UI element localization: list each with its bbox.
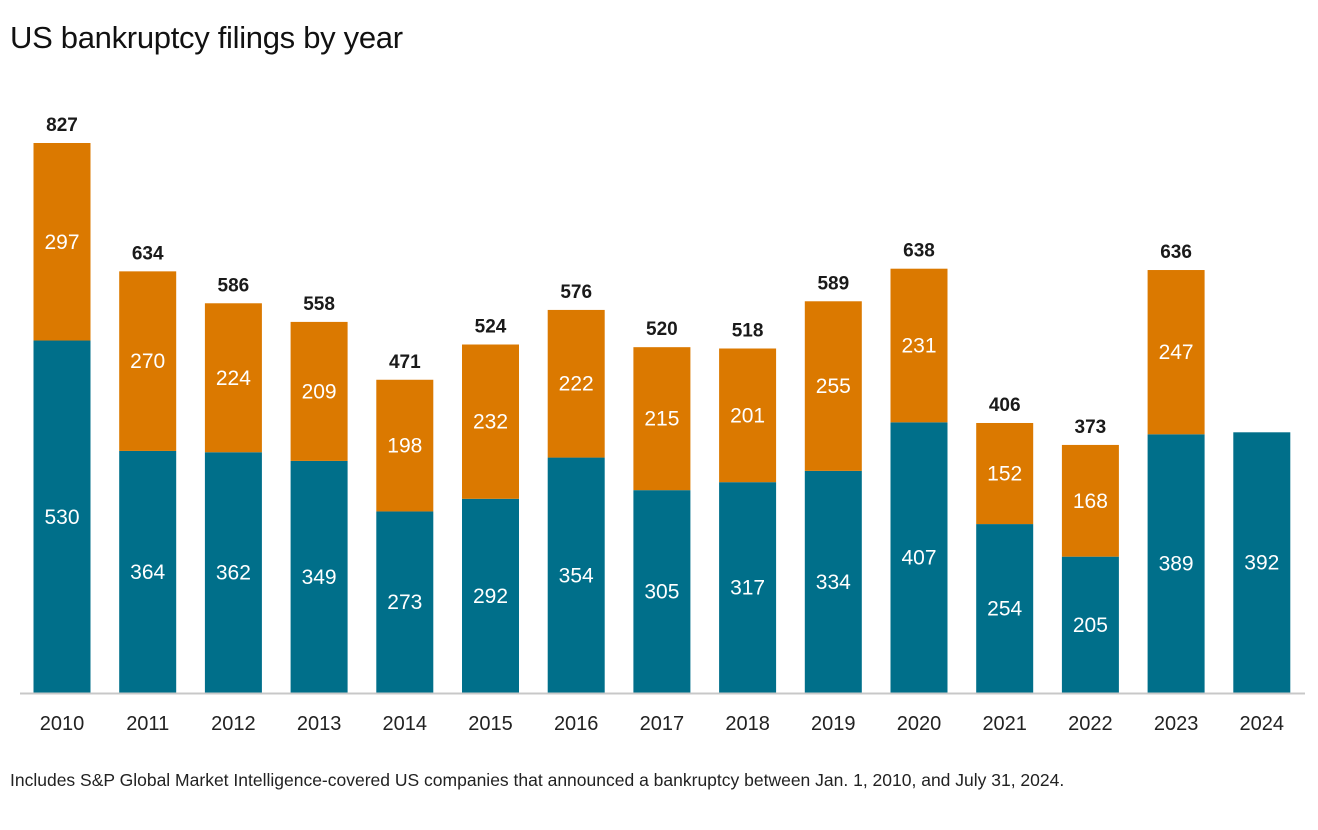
total-label-2016: 576 (560, 282, 592, 303)
bar-segment-2022-1 (1061, 444, 1119, 557)
bar-segment-2020-1 (890, 268, 948, 423)
segment-label-2024-0: 392 (1244, 552, 1279, 575)
x-tick-2017: 2017 (640, 713, 685, 735)
segment-label-2010-0: 530 (44, 506, 79, 529)
bar-segment-2011-1 (119, 271, 177, 451)
segment-label-2018-0: 317 (730, 577, 765, 600)
x-tick-2021: 2021 (982, 713, 1027, 735)
segment-label-2017-0: 305 (644, 581, 679, 604)
x-tick-2020: 2020 (897, 713, 942, 735)
bar-segment-2016-1 (547, 309, 605, 458)
total-label-2012: 586 (218, 275, 250, 296)
total-label-2013: 558 (303, 294, 335, 315)
bar-segment-2022-0 (1061, 556, 1119, 693)
bar-segment-2024-0 (1233, 432, 1291, 693)
segment-label-2013-0: 349 (302, 566, 337, 589)
x-tick-2012: 2012 (211, 713, 256, 735)
bar-segment-2015-0 (462, 498, 519, 693)
segment-label-2018-1: 201 (730, 404, 765, 427)
segment-label-2021-1: 152 (987, 463, 1022, 486)
bar-segment-2019-0 (804, 470, 862, 693)
bar-segment-2014-1 (376, 379, 434, 512)
bar-segment-2010-0 (33, 340, 91, 693)
segment-label-2020-0: 407 (901, 547, 936, 570)
segment-label-2016-1: 222 (559, 373, 594, 396)
x-tick-2016: 2016 (554, 713, 599, 735)
segment-label-2019-0: 334 (816, 571, 851, 594)
total-label-2019: 589 (817, 273, 849, 294)
bar-segment-2012-0 (204, 452, 262, 693)
x-tick-2014: 2014 (383, 713, 428, 735)
stacked-bar-chart: 5302978272010364270634201136222458620123… (20, 115, 1305, 735)
bar-segment-2014-0 (376, 511, 434, 693)
x-tick-2011: 2011 (126, 713, 169, 735)
bar-segment-2013-1 (290, 321, 348, 461)
segment-label-2013-1: 209 (302, 380, 337, 403)
total-label-2014: 471 (389, 352, 421, 373)
bar-segment-2023-0 (1147, 434, 1205, 693)
x-tick-2023: 2023 (1154, 713, 1199, 735)
bar-segment-2023-1 (1147, 270, 1205, 435)
total-label-2023: 636 (1160, 242, 1192, 263)
x-tick-2010: 2010 (40, 713, 85, 735)
x-tick-2018: 2018 (725, 713, 770, 735)
bar-segment-2020-0 (890, 422, 948, 693)
x-tick-2013: 2013 (297, 713, 342, 735)
bar-segment-2021-1 (976, 422, 1034, 525)
segment-label-2010-1: 297 (44, 231, 79, 254)
segment-label-2022-0: 205 (1073, 614, 1108, 637)
segment-label-2022-1: 168 (1073, 490, 1108, 513)
x-tick-2022: 2022 (1068, 713, 1113, 735)
segment-label-2021-0: 254 (987, 598, 1022, 621)
segment-label-2011-1: 270 (130, 350, 165, 373)
total-label-2017: 520 (646, 319, 678, 340)
bar-segment-2016-0 (547, 457, 605, 693)
segment-label-2012-1: 224 (216, 367, 251, 390)
bar-segment-2013-0 (290, 460, 348, 693)
bar-segment-2021-0 (976, 524, 1034, 693)
bar-segment-2012-1 (204, 303, 262, 453)
bar-segment-2015-1 (462, 344, 519, 499)
total-label-2018: 518 (732, 321, 764, 342)
bar-segment-2011-0 (119, 450, 177, 693)
total-label-2020: 638 (903, 241, 935, 262)
segment-label-2020-1: 231 (901, 335, 936, 358)
x-tick-2015: 2015 (468, 713, 513, 735)
chart-title: US bankruptcy filings by year (10, 20, 403, 55)
total-label-2022: 373 (1075, 417, 1107, 438)
bar-segment-2018-1 (719, 348, 777, 483)
segment-label-2017-1: 215 (644, 408, 679, 431)
x-tick-2019: 2019 (811, 713, 856, 735)
segment-label-2019-1: 255 (816, 375, 851, 398)
segment-label-2014-1: 198 (387, 435, 422, 458)
segment-label-2023-1: 247 (1159, 341, 1194, 364)
segment-label-2011-0: 364 (130, 561, 165, 584)
segment-label-2015-0: 292 (473, 585, 508, 608)
segment-label-2016-0: 354 (559, 564, 594, 587)
bar-segment-2018-0 (719, 482, 777, 693)
segment-label-2015-1: 232 (473, 411, 508, 434)
footnote: Includes S&P Global Market Intelligence-… (10, 770, 1065, 790)
total-label-2010: 827 (46, 115, 78, 136)
bar-segment-2017-1 (633, 347, 691, 491)
total-label-2021: 406 (989, 395, 1021, 416)
bar-segment-2010-1 (33, 143, 91, 341)
bar-segment-2019-1 (804, 301, 862, 471)
segment-label-2012-0: 362 (216, 562, 251, 585)
x-tick-2024: 2024 (1240, 713, 1285, 735)
bar-segment-2017-0 (633, 490, 691, 693)
total-label-2011: 634 (132, 243, 164, 264)
segment-label-2014-0: 273 (387, 591, 422, 614)
segment-label-2023-0: 389 (1159, 553, 1194, 576)
total-label-2015: 524 (475, 317, 507, 338)
